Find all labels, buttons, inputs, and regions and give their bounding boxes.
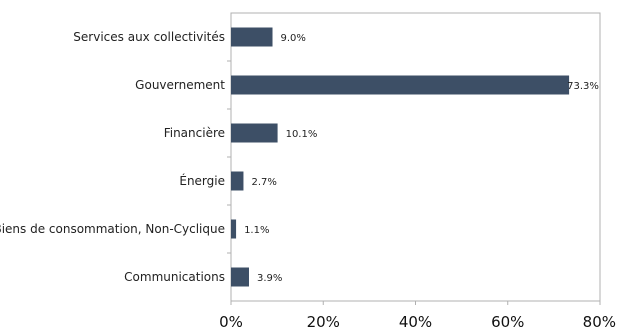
bar — [231, 171, 244, 191]
category-label: Gouvernement — [135, 78, 225, 92]
x-tick-label: 60% — [491, 313, 524, 331]
data-label: 9.0% — [281, 33, 306, 44]
category-label: Services aux collectivités — [73, 30, 225, 44]
data-label: 73.3% — [567, 81, 599, 92]
data-label: 2.7% — [251, 177, 276, 188]
x-tick-label: 0% — [219, 313, 243, 331]
value-labels-layer: 9.0% 73.3% 10.1% 2.7% 1.1% 3.9% — [244, 33, 599, 284]
data-label: 10.1% — [286, 129, 318, 140]
category-labels-layer: Services aux collectivités Gouvernement Fi… — [0, 30, 225, 284]
bar — [231, 75, 570, 95]
x-tick-label: 80% — [583, 313, 616, 331]
bar — [231, 27, 273, 47]
bar — [231, 123, 278, 143]
category-label: Énergie — [179, 173, 225, 188]
bar — [231, 219, 237, 239]
category-label: Financière — [164, 126, 225, 140]
data-label: 1.1% — [244, 225, 269, 236]
plot-area-frame — [230, 12, 601, 302]
x-tick-label: 40% — [399, 313, 432, 331]
x-axis-ticks-layer: 0% 20% 40% 60% 80% — [219, 60, 616, 331]
category-label: Communications — [124, 270, 225, 284]
data-label: 3.9% — [257, 273, 282, 284]
bar — [231, 267, 249, 287]
bars-layer — [231, 27, 570, 287]
category-label: Biens de consommation, Non-Cyclique — [0, 222, 225, 236]
x-tick-label: 20% — [307, 313, 340, 331]
